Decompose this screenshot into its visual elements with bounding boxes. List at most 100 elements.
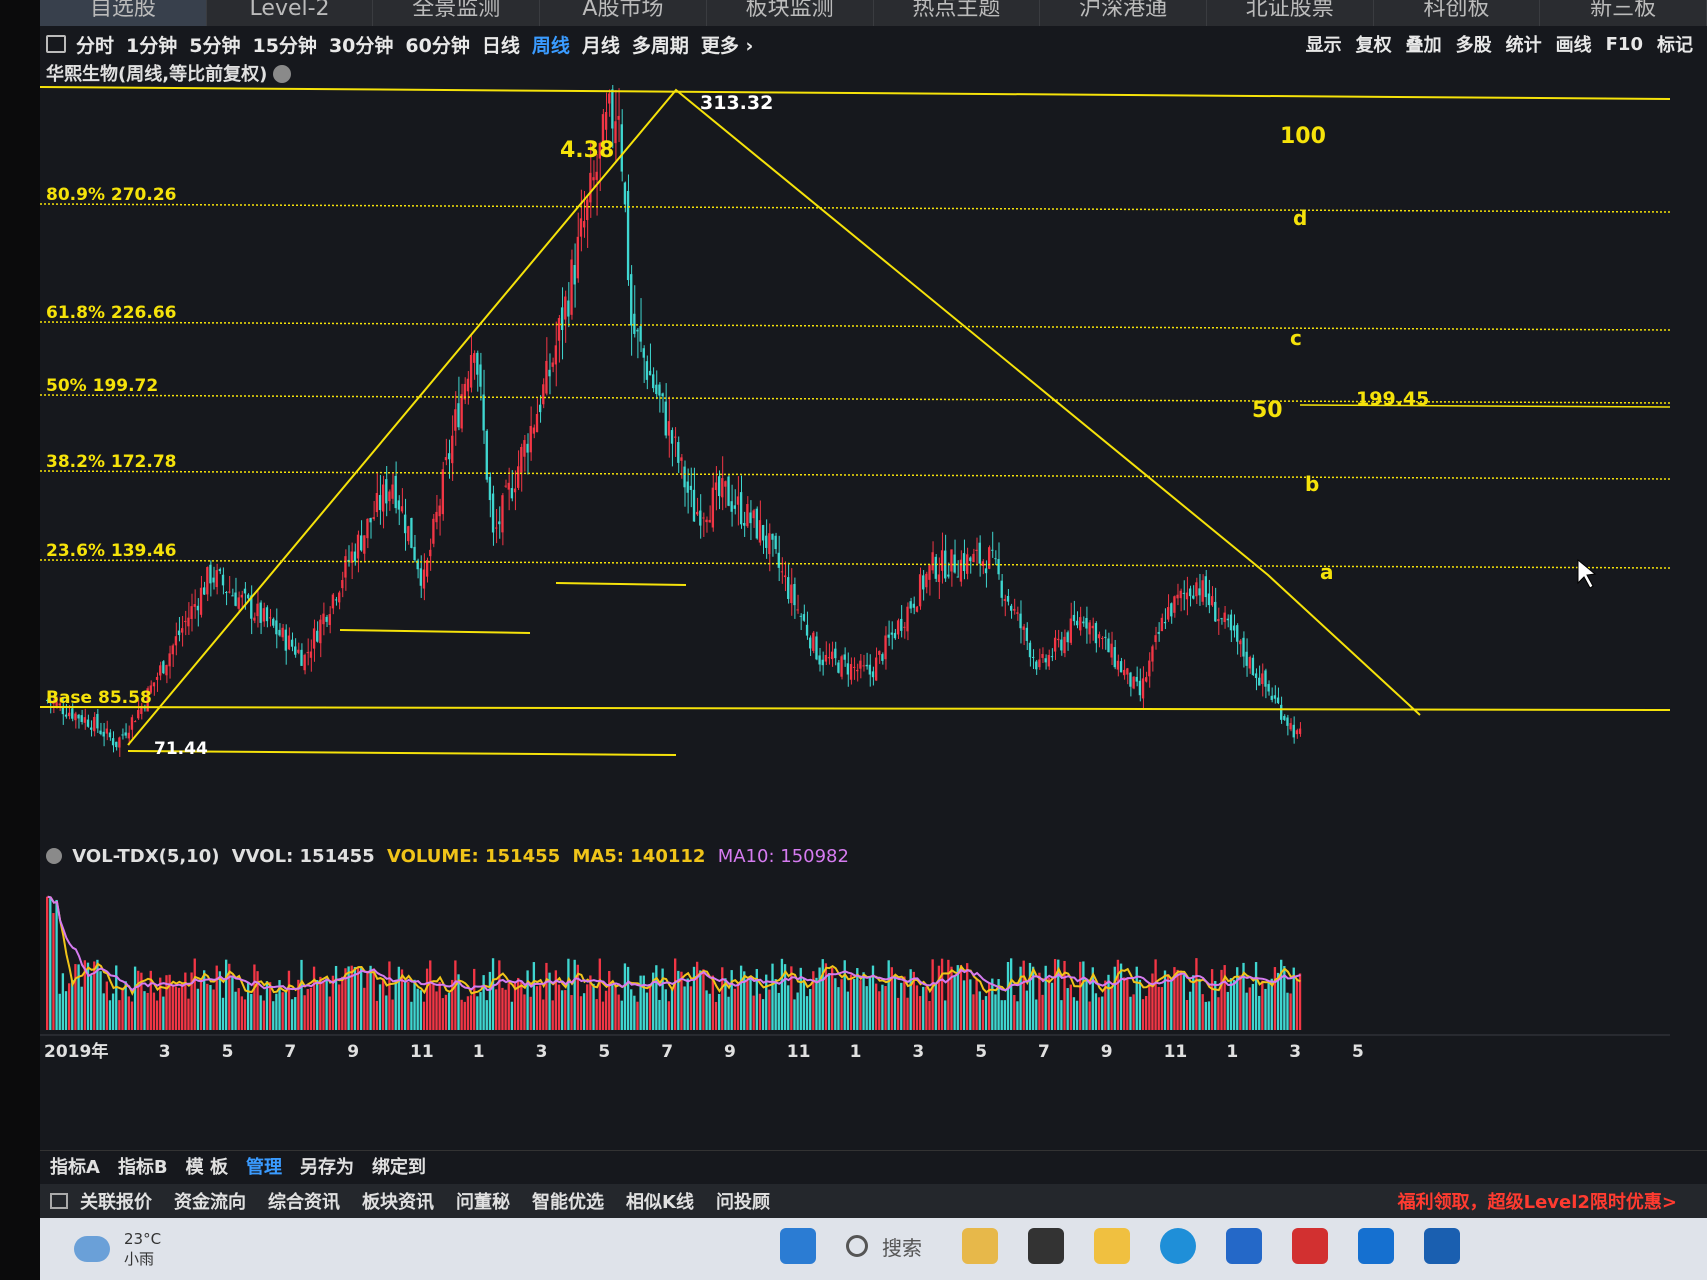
volume-bar bbox=[542, 999, 545, 1030]
market-tab[interactable]: 热点主题 bbox=[874, 0, 1041, 26]
volume-bar bbox=[74, 964, 77, 1030]
market-tab[interactable]: 北证股票 bbox=[1207, 0, 1374, 26]
toolbar-button[interactable]: F10 bbox=[1605, 33, 1643, 55]
widget-icon[interactable] bbox=[962, 1228, 998, 1264]
volume-bar bbox=[1141, 999, 1145, 1030]
period-option[interactable]: 5分钟 bbox=[189, 34, 241, 57]
candle-body bbox=[787, 577, 790, 599]
indicator-tab[interactable]: 指标B bbox=[117, 1157, 168, 1178]
candle-body bbox=[425, 560, 429, 577]
indicator-tab[interactable]: 另存为 bbox=[299, 1157, 354, 1178]
candle-body bbox=[912, 603, 915, 608]
period-option[interactable]: 周线 bbox=[531, 34, 570, 57]
toolbar-button[interactable]: 标记 bbox=[1657, 35, 1693, 56]
fib-level-line bbox=[40, 706, 1670, 711]
volume-bar bbox=[350, 965, 353, 1030]
candle-body bbox=[221, 574, 225, 586]
market-tab[interactable]: A股市场 bbox=[540, 0, 707, 26]
market-tab[interactable]: 沪深港通 bbox=[1040, 0, 1207, 26]
security-app-icon[interactable] bbox=[1292, 1228, 1328, 1264]
period-option[interactable]: 多周期 bbox=[631, 34, 689, 57]
fortune-app-icon[interactable] bbox=[1424, 1228, 1460, 1264]
info-tab[interactable]: 关联报价 bbox=[80, 1192, 152, 1213]
promo-link[interactable]: 福利领取，超级Level2限时优惠> bbox=[1397, 1192, 1677, 1213]
volume-bar bbox=[645, 992, 649, 1030]
period-option[interactable]: 月线 bbox=[581, 34, 620, 57]
store-icon[interactable] bbox=[1226, 1228, 1262, 1264]
candle-body bbox=[1283, 716, 1286, 720]
volume-bar bbox=[1163, 970, 1167, 1030]
market-tab[interactable]: Level-2 bbox=[207, 0, 374, 26]
volume-bar bbox=[950, 966, 953, 1030]
period-option[interactable]: 分时 bbox=[76, 34, 115, 57]
info-tab[interactable]: 问投顾 bbox=[715, 1192, 770, 1213]
collapse-icon[interactable] bbox=[46, 848, 62, 864]
info-tab[interactable]: 板块资讯 bbox=[362, 1192, 434, 1213]
period-option[interactable]: 更多 › bbox=[700, 34, 754, 57]
volume-bar bbox=[1261, 980, 1264, 1030]
panel-toggle-icon[interactable] bbox=[46, 35, 66, 53]
info-tab[interactable]: 相似K线 bbox=[626, 1192, 694, 1213]
x-axis-tick-label: 11 bbox=[1164, 1042, 1188, 1062]
edge-browser-icon[interactable] bbox=[1160, 1228, 1196, 1264]
period-option[interactable]: 30分钟 bbox=[328, 34, 394, 57]
market-tab[interactable]: 自选股 bbox=[40, 0, 207, 26]
info-tab[interactable]: 综合资讯 bbox=[268, 1192, 340, 1213]
volume-bar bbox=[1283, 966, 1286, 1030]
volume-chart[interactable]: 2019年 3 5 7 9 11 1 3 5 7 9 11 1 3 5 7 9 11 1 3 5 bbox=[40, 845, 1670, 1125]
market-tab[interactable]: 板块监测 bbox=[707, 0, 874, 26]
kline-chart[interactable]: 80.9% 270.26 61.8% 226.66 50% 199.72 38.2% … bbox=[40, 85, 1670, 845]
toolbar-button[interactable]: 画线 bbox=[1555, 35, 1592, 56]
info-tab[interactable]: 资金流向 bbox=[174, 1192, 246, 1213]
weather-widget[interactable]: 23°C 小雨 bbox=[74, 1229, 161, 1269]
market-tab[interactable]: 新三板 bbox=[1540, 0, 1707, 26]
volume-bar bbox=[834, 978, 837, 1030]
volume-bar bbox=[874, 983, 878, 1030]
volume-bar bbox=[146, 992, 149, 1030]
volume-bar bbox=[683, 986, 686, 1030]
toolbar-button[interactable]: 多股 bbox=[1455, 35, 1492, 56]
indicator-tab[interactable]: 绑定到 bbox=[371, 1157, 426, 1178]
volume-bar bbox=[168, 974, 171, 1030]
toolbar-button[interactable]: 统计 bbox=[1505, 35, 1542, 56]
candle-body bbox=[498, 521, 501, 525]
volume-bar bbox=[1229, 978, 1233, 1030]
toolbar-button[interactable]: 复权 bbox=[1355, 35, 1392, 56]
period-option[interactable]: 60分钟 bbox=[405, 34, 470, 57]
candle-body bbox=[250, 595, 253, 619]
task-view-icon[interactable] bbox=[1028, 1228, 1064, 1264]
volume-bar bbox=[240, 996, 244, 1030]
market-tab[interactable]: 科创板 bbox=[1374, 0, 1541, 26]
volume-bar bbox=[272, 1001, 275, 1030]
period-option[interactable]: 日线 bbox=[481, 34, 520, 57]
candle-body bbox=[978, 542, 981, 564]
candle-body bbox=[281, 627, 284, 638]
file-explorer-icon[interactable] bbox=[1094, 1228, 1130, 1264]
trading-app-icon[interactable] bbox=[1358, 1228, 1394, 1264]
volume-bar bbox=[859, 980, 862, 1030]
toolbar-button[interactable]: 显示 bbox=[1305, 35, 1342, 56]
indicator-tab[interactable]: 指标A bbox=[50, 1157, 100, 1178]
candle-body bbox=[1239, 640, 1242, 645]
indicator-tab[interactable]: 模 板 bbox=[185, 1157, 228, 1178]
volume-bar bbox=[140, 972, 143, 1030]
period-option[interactable]: 15分钟 bbox=[252, 34, 317, 57]
info-tab[interactable]: 问董秘 bbox=[456, 1192, 510, 1213]
indicator-tab[interactable]: 管理 bbox=[245, 1157, 282, 1178]
taskbar-search[interactable]: 搜索 bbox=[846, 1232, 922, 1261]
market-tab[interactable]: 全景监测 bbox=[373, 0, 541, 26]
volume-bar bbox=[432, 984, 435, 1030]
volume-bar bbox=[777, 992, 780, 1030]
dropdown-icon[interactable] bbox=[273, 65, 292, 83]
volume-bar bbox=[1038, 972, 1041, 1030]
volume-bar bbox=[809, 989, 812, 1030]
info-tab[interactable]: 智能优选 bbox=[532, 1192, 604, 1213]
volume-bar bbox=[1101, 996, 1104, 1030]
candle-body bbox=[900, 618, 903, 631]
period-option[interactable]: 1分钟 bbox=[126, 34, 178, 57]
windows-start-icon[interactable] bbox=[780, 1228, 816, 1264]
volume-bar bbox=[284, 990, 287, 1030]
volume-bar bbox=[259, 995, 262, 1030]
toolbar-button[interactable]: 叠加 bbox=[1405, 35, 1442, 56]
panel-toggle-icon[interactable] bbox=[50, 1193, 68, 1209]
